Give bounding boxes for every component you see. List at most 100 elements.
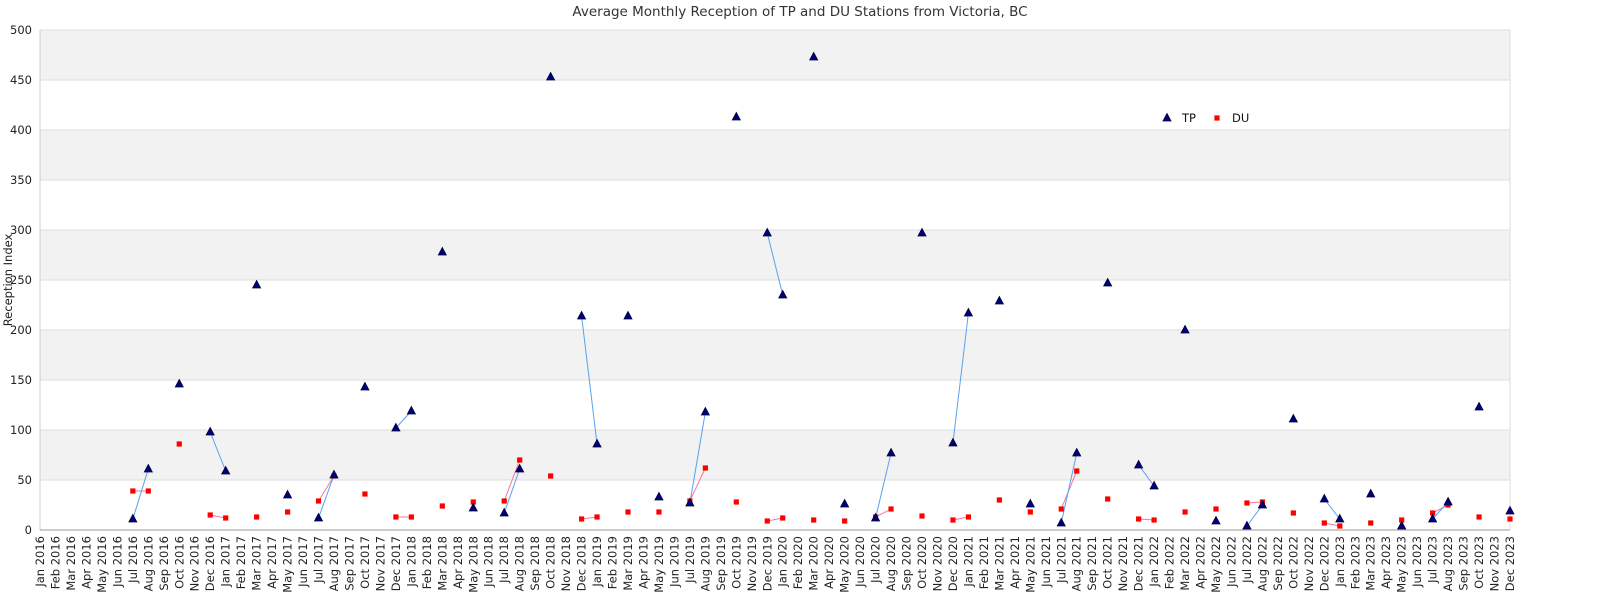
data-point-tp [468, 502, 478, 512]
x-tick-label: Sep 2020 [900, 536, 914, 591]
x-tick-label: Sep 2019 [714, 536, 728, 591]
x-tick-label: Aug 2017 [327, 536, 341, 591]
x-tick-label: May 2023 [1395, 536, 1409, 593]
x-tick-label: Sep 2022 [1271, 536, 1285, 591]
x-tick-label: Jun 2021 [1039, 536, 1053, 588]
data-point-tp [437, 246, 447, 256]
x-tick-label: Jul 2023 [1426, 536, 1440, 584]
x-tick-label: Feb 2017 [234, 536, 248, 589]
data-point-du [1337, 523, 1343, 529]
series-segment-tp [318, 474, 335, 519]
data-point-tp [994, 295, 1005, 305]
data-point-du [656, 509, 662, 515]
x-tick-label: Dec 2017 [389, 536, 403, 591]
data-point-du [145, 488, 151, 494]
data-point-du [950, 517, 956, 523]
x-tick-label: Mar 2016 [64, 536, 78, 591]
data-point-du [439, 503, 445, 509]
y-tick-label: 500 [10, 23, 32, 37]
x-tick-label: Jun 2018 [482, 536, 496, 588]
x-tick-label: May 2020 [838, 536, 852, 593]
data-point-tp [221, 465, 231, 475]
data-point-tp [1149, 480, 1159, 490]
x-tick-label: Jan 2021 [961, 536, 975, 588]
y-axis-title: Reception Index [1, 234, 15, 327]
x-tick-label: Dec 2016 [203, 536, 217, 591]
series-segment-tp [1246, 504, 1263, 527]
data-point-tp [1397, 520, 1407, 530]
data-point-tp [685, 497, 695, 507]
x-tick-label: Jan 2019 [590, 536, 604, 588]
data-point-tp [1319, 493, 1329, 503]
x-tick-label: Jul 2016 [126, 536, 140, 584]
data-point-tp [1505, 505, 1515, 515]
x-tick-label: May 2017 [281, 536, 295, 593]
data-point-tp [762, 227, 772, 237]
data-point-tp [1427, 513, 1438, 523]
x-tick-label: Apr 2023 [1379, 536, 1393, 589]
x-tick-label: Mar 2019 [621, 536, 635, 591]
data-point-tp [948, 437, 958, 447]
x-tick-label: Dec 2019 [760, 536, 774, 591]
data-point-du [1244, 500, 1250, 506]
y-tick-label: 300 [10, 223, 32, 237]
x-tick-label: Feb 2016 [48, 536, 62, 589]
data-point-du [207, 512, 213, 518]
x-tick-label: Jun 2019 [667, 536, 681, 588]
x-tick-label: Jun 2020 [853, 536, 867, 588]
y-tick-label: 450 [10, 73, 32, 87]
x-tick-label: Nov 2020 [930, 536, 944, 591]
x-tick-label: Feb 2020 [791, 536, 805, 589]
data-point-du [470, 499, 476, 505]
grid-bands [40, 30, 1510, 530]
x-tick-labels: Jan 2016 Feb 2016 Mar 2016 Apr 2016 May 2016… [33, 536, 1517, 593]
series-segment-tp [503, 468, 521, 514]
data-point-du [1368, 520, 1374, 526]
legend-marker-du [1214, 115, 1220, 121]
data-point-tp [1366, 488, 1376, 498]
x-tick-label: Jan 2016 [33, 536, 47, 588]
x-tick-label: Jan 2022 [1147, 536, 1161, 588]
x-tick-label: Sep 2017 [342, 536, 356, 591]
data-point-du [811, 517, 817, 523]
data-point-tp [886, 447, 896, 457]
data-point-du [996, 497, 1002, 503]
y-tick-label: 100 [10, 423, 32, 437]
x-tick-label: Oct 2017 [358, 536, 372, 589]
data-point-du [362, 491, 368, 497]
grid-band [40, 30, 1510, 80]
x-tick-label: Apr 2020 [822, 536, 836, 589]
x-tick-label: Dec 2022 [1317, 536, 1331, 591]
data-point-du [1476, 514, 1482, 520]
x-tick-label: Sep 2018 [528, 536, 542, 591]
data-point-du [702, 465, 708, 471]
y-tick-label: 400 [10, 123, 32, 137]
series-segment-tp [875, 452, 892, 519]
x-tick-label: Sep 2016 [157, 536, 171, 591]
y-tick-labels: 0 50 100 150 200 250 300 350 400 450 500 [10, 23, 32, 537]
data-point-tp [329, 469, 339, 479]
data-point-tp [1335, 513, 1345, 523]
x-tick-label: Sep 2023 [1457, 536, 1471, 591]
legend-marker-tp [1162, 112, 1172, 122]
x-tick-label: Mar 2023 [1364, 536, 1378, 591]
x-tick-label: Jul 2022 [1240, 536, 1254, 584]
x-tick-label: Aug 2018 [513, 536, 527, 591]
x-tick-label: Jan 2023 [1333, 536, 1347, 588]
x-tick-label: Jun 2017 [296, 536, 310, 588]
x-tick-label: May 2021 [1023, 536, 1037, 593]
data-point-tp [205, 426, 215, 436]
legend-label-du: DU [1232, 111, 1249, 125]
x-tick-label: Mar 2021 [992, 536, 1006, 591]
data-point-du [1105, 496, 1111, 502]
data-point-du [223, 515, 229, 521]
x-tick-label: May 2016 [95, 536, 109, 593]
axes [39, 30, 1511, 531]
data-point-tp [313, 512, 324, 522]
x-tick-label: Apr 2019 [636, 536, 650, 589]
x-tick-label: Jul 2018 [497, 536, 511, 584]
data-point-tp [251, 279, 262, 289]
x-tick-label: Oct 2022 [1286, 536, 1300, 589]
data-point-tp [917, 227, 927, 237]
